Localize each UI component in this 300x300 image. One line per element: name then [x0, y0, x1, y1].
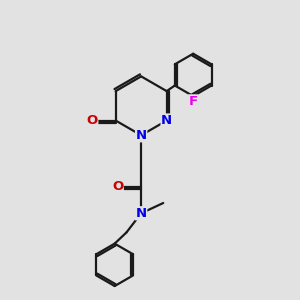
Text: F: F — [189, 95, 198, 108]
Text: O: O — [112, 180, 123, 193]
Text: N: N — [136, 207, 147, 220]
Text: O: O — [86, 114, 98, 127]
Text: N: N — [136, 129, 147, 142]
Text: N: N — [161, 114, 172, 127]
